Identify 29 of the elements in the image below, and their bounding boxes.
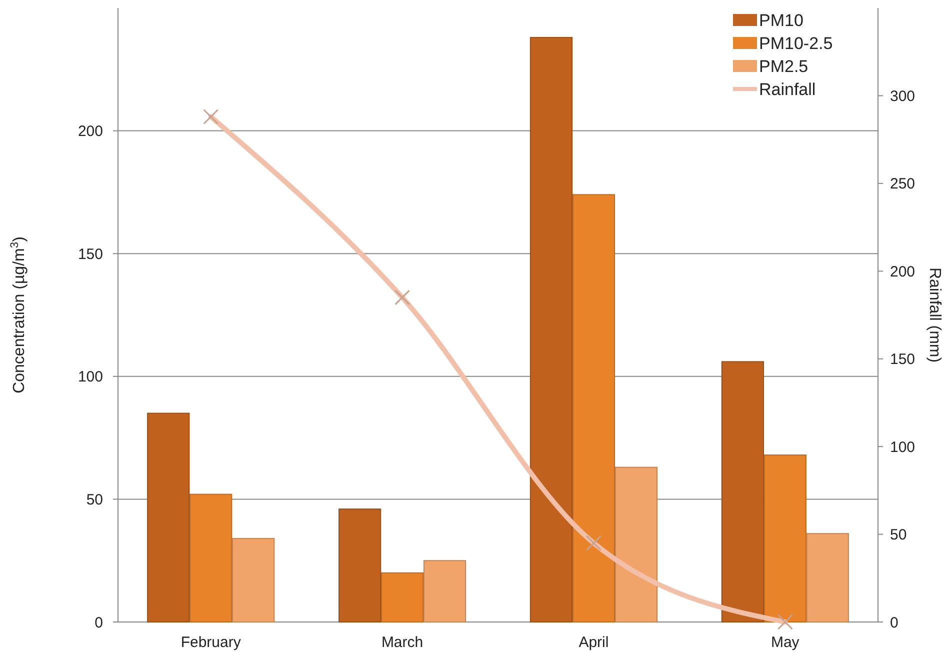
legend-label: PM10 <box>759 11 804 30</box>
y2-axis-title: Rainfall (mm) <box>926 267 943 363</box>
point <box>777 614 793 630</box>
y-tick-label: 100 <box>78 368 103 386</box>
y-tick-label: 50 <box>86 491 103 508</box>
x-tick-label: April <box>578 634 609 651</box>
x-tick-label: March <box>381 634 424 651</box>
bar <box>232 538 275 622</box>
x-tick-label: May <box>770 634 800 651</box>
point <box>394 290 410 306</box>
bar <box>423 560 466 622</box>
y-tick-label: 200 <box>78 123 103 140</box>
bar <box>614 466 658 622</box>
y-tick-label: 0 <box>94 614 103 632</box>
point <box>586 535 602 551</box>
y2-tick-label: 150 <box>890 351 916 368</box>
y-tick-label: 150 <box>78 246 103 263</box>
point <box>203 109 219 125</box>
x-tick-label: February <box>180 634 242 651</box>
y2-tick-label: 250 <box>890 176 916 193</box>
y2-tick-label: 300 <box>890 88 916 105</box>
bar <box>806 533 849 622</box>
y2-tick-label: 200 <box>890 263 916 280</box>
y2-tick-label: 100 <box>890 438 916 456</box>
legend-label: Rainfall <box>759 80 816 99</box>
legend-label: PM10-2.5 <box>759 34 833 53</box>
y2-tick-label: 0 <box>890 614 898 632</box>
legend-label: PM2.5 <box>759 57 808 76</box>
y2-tick-label: 50 <box>890 526 907 544</box>
